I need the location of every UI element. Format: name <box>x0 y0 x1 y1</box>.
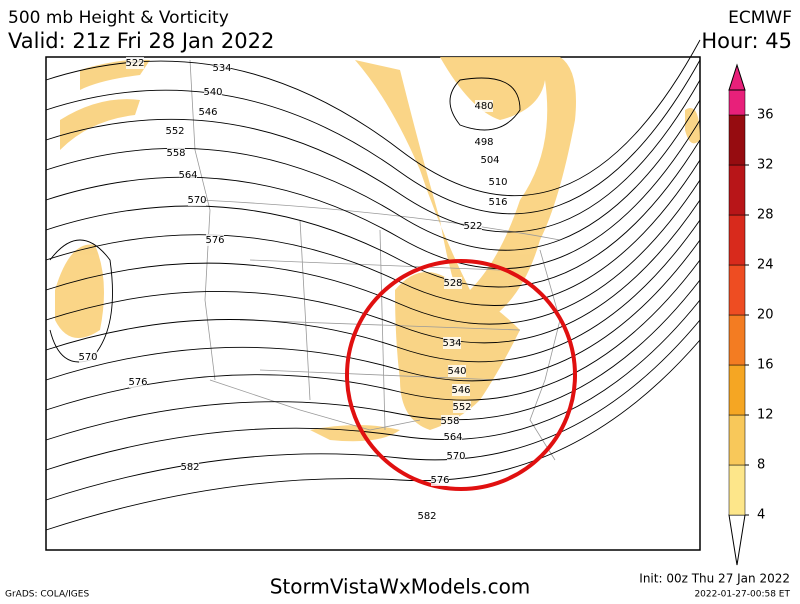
contour-label: 576 <box>128 377 147 388</box>
valid-time: Valid: 21z Fri 28 Jan 2022 <box>8 29 274 53</box>
credit: GrADS: COLA/IGES <box>5 590 89 600</box>
colorbar-label: 16 <box>757 358 774 373</box>
contour-label: 522 <box>463 221 482 232</box>
colorbar-label: 24 <box>757 258 774 273</box>
contour-label: 552 <box>165 126 184 137</box>
contour-label: 582 <box>417 511 436 522</box>
contour-label: 534 <box>212 63 231 74</box>
site-name: StormVistaWxModels.com <box>270 575 531 599</box>
contour-label: 570 <box>187 195 206 206</box>
colorbar-label: 36 <box>757 108 774 123</box>
timestamp: 2022-01-27-00:58 ET <box>694 590 790 600</box>
colorbar-segment <box>729 465 745 515</box>
colorbar-segment <box>729 115 745 165</box>
contour-label: 570 <box>446 451 465 462</box>
colorbar-high <box>729 65 745 90</box>
colorbar-segment <box>729 165 745 215</box>
contour-label: 546 <box>451 385 470 396</box>
colorbar-segment <box>729 415 745 465</box>
colorbar-label: 32 <box>757 158 774 173</box>
contour-label: 552 <box>452 402 471 413</box>
colorbar-label: 20 <box>757 308 774 323</box>
contour-label: 504 <box>480 155 499 166</box>
contour-label: 540 <box>447 366 466 377</box>
contour-label: 570 <box>78 352 97 363</box>
init-time: Init: 00z Thu 27 Jan 2022 <box>639 572 790 586</box>
contour-label: 546 <box>198 107 217 118</box>
contour-label: 510 <box>488 177 507 188</box>
colorbar-label: 4 <box>757 508 765 523</box>
contour-label: 576 <box>205 235 224 246</box>
contour-label: 522 <box>125 58 144 69</box>
forecast-hour: Hour: 45 <box>701 29 792 53</box>
map: 522 534 540 546 552 558 564 570 576 570 576 582 582 4… <box>46 40 700 550</box>
model-name: ECMWF <box>728 8 792 28</box>
colorbar-label: 8 <box>757 458 765 473</box>
contour-label: 564 <box>178 170 197 181</box>
colorbar-segment <box>729 90 745 115</box>
contour-label: 564 <box>443 432 462 443</box>
contour-label: 558 <box>166 148 185 159</box>
contour-label: 516 <box>488 197 507 208</box>
contour-label: 534 <box>442 338 461 349</box>
contour-label: 480 <box>474 101 493 112</box>
contour-label: 540 <box>203 87 222 98</box>
title: 500 mb Height & Vorticity <box>8 8 229 28</box>
colorbar-label: 12 <box>757 408 774 423</box>
colorbar-low <box>729 515 745 565</box>
contour-label: 528 <box>443 278 462 289</box>
contour-label: 576 <box>430 475 449 486</box>
colorbar-segment <box>729 215 745 265</box>
colorbar: 4 8 12 16 20 24 28 32 36 <box>729 65 774 565</box>
colorbar-segment <box>729 265 745 315</box>
colorbar-segment <box>729 315 745 365</box>
contour-label: 558 <box>440 416 459 427</box>
colorbar-label: 28 <box>757 208 774 223</box>
contour-label: 582 <box>180 462 199 473</box>
colorbar-segment <box>729 365 745 415</box>
contour-label: 498 <box>474 137 493 148</box>
